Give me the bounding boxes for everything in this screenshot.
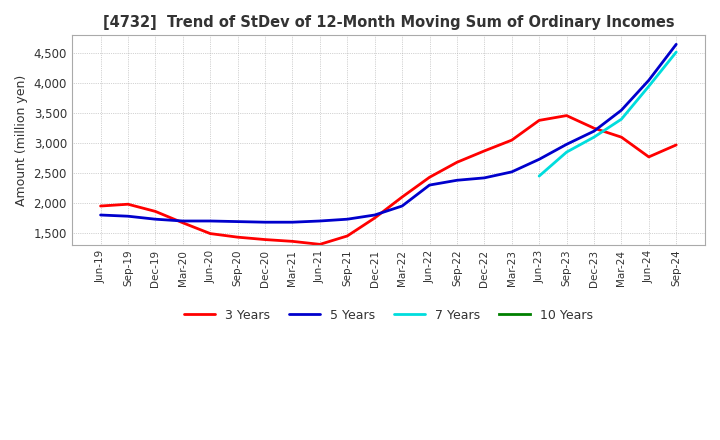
5 Years bbox=[96, 213, 105, 218]
5 Years bbox=[206, 218, 215, 224]
3 Years bbox=[206, 231, 215, 236]
3 Years bbox=[426, 175, 434, 180]
7 Years bbox=[535, 173, 544, 179]
Line: 7 Years: 7 Years bbox=[539, 52, 676, 176]
3 Years bbox=[315, 242, 324, 247]
5 Years bbox=[590, 128, 598, 134]
Line: 5 Years: 5 Years bbox=[101, 44, 676, 222]
3 Years bbox=[453, 160, 462, 165]
3 Years bbox=[480, 148, 489, 154]
3 Years bbox=[343, 233, 351, 238]
Line: 3 Years: 3 Years bbox=[101, 116, 676, 244]
5 Years bbox=[261, 220, 269, 225]
3 Years bbox=[644, 154, 653, 160]
5 Years bbox=[508, 169, 516, 175]
Title: [4732]  Trend of StDev of 12-Month Moving Sum of Ordinary Incomes: [4732] Trend of StDev of 12-Month Moving… bbox=[102, 15, 674, 30]
7 Years bbox=[644, 84, 653, 89]
3 Years bbox=[288, 239, 297, 244]
5 Years bbox=[343, 216, 351, 222]
5 Years bbox=[288, 220, 297, 225]
5 Years bbox=[233, 219, 242, 224]
3 Years bbox=[508, 138, 516, 143]
5 Years bbox=[535, 157, 544, 162]
5 Years bbox=[151, 216, 160, 222]
5 Years bbox=[179, 218, 187, 224]
5 Years bbox=[315, 218, 324, 224]
3 Years bbox=[672, 142, 680, 147]
3 Years bbox=[535, 118, 544, 123]
5 Years bbox=[617, 107, 626, 113]
5 Years bbox=[397, 203, 406, 209]
5 Years bbox=[644, 77, 653, 83]
3 Years bbox=[562, 113, 571, 118]
7 Years bbox=[672, 49, 680, 55]
5 Years bbox=[426, 183, 434, 188]
3 Years bbox=[124, 202, 132, 207]
7 Years bbox=[617, 117, 626, 122]
3 Years bbox=[617, 135, 626, 140]
5 Years bbox=[453, 178, 462, 183]
7 Years bbox=[590, 135, 598, 140]
Legend: 3 Years, 5 Years, 7 Years, 10 Years: 3 Years, 5 Years, 7 Years, 10 Years bbox=[179, 304, 598, 327]
5 Years bbox=[562, 142, 571, 147]
5 Years bbox=[370, 213, 379, 218]
3 Years bbox=[397, 194, 406, 200]
3 Years bbox=[590, 125, 598, 131]
3 Years bbox=[96, 203, 105, 209]
3 Years bbox=[261, 237, 269, 242]
Y-axis label: Amount (million yen): Amount (million yen) bbox=[15, 74, 28, 206]
3 Years bbox=[370, 215, 379, 220]
5 Years bbox=[672, 42, 680, 47]
3 Years bbox=[179, 220, 187, 225]
5 Years bbox=[124, 213, 132, 219]
7 Years bbox=[562, 150, 571, 155]
3 Years bbox=[151, 209, 160, 214]
3 Years bbox=[233, 235, 242, 240]
5 Years bbox=[480, 175, 489, 180]
